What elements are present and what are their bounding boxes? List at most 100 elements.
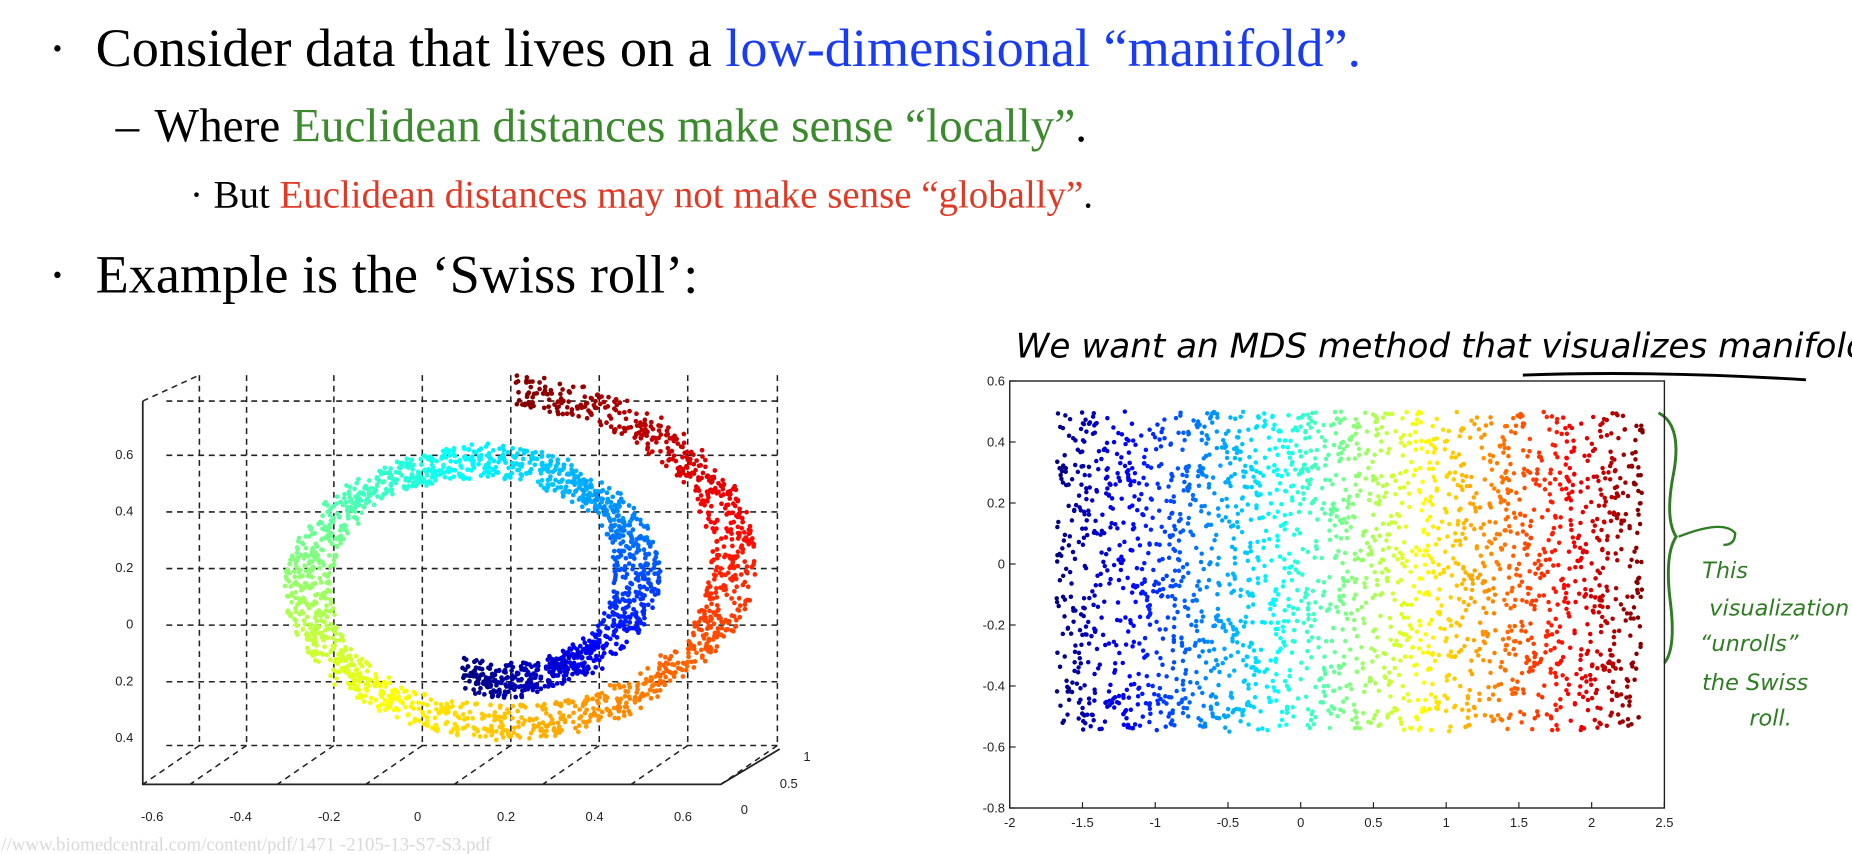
point [744,570,750,576]
point [650,539,656,545]
point [725,570,731,576]
point [633,613,639,619]
point [333,656,339,662]
point [1571,438,1576,443]
point [1111,439,1117,445]
point [328,505,334,511]
point [1430,560,1436,565]
point [684,449,690,455]
point [1459,581,1465,587]
point [680,674,686,679]
point [1505,487,1510,492]
point [1207,452,1212,457]
point [1147,706,1153,712]
point [497,687,502,693]
point [1414,672,1419,677]
point [1090,414,1096,419]
point [1420,650,1426,655]
point [1639,587,1645,592]
point [1135,694,1141,699]
point [1597,583,1602,588]
point [684,454,690,460]
point [704,619,710,625]
point [1078,426,1084,432]
point [686,471,692,477]
point [1334,416,1340,421]
point [1275,620,1281,625]
point [606,485,612,491]
point [1306,601,1311,606]
y-tick-label: -0.6 [983,740,1005,755]
point [1275,533,1280,539]
point [318,580,324,585]
point [312,632,317,637]
point [558,715,564,720]
point [1511,510,1517,516]
point [1063,566,1069,572]
point [1610,653,1615,658]
point [498,719,504,725]
point [1536,450,1542,455]
point [571,660,577,666]
point [289,553,295,559]
point [1426,553,1431,558]
point [1255,576,1260,581]
point [633,610,639,615]
point [652,681,658,687]
point [527,379,532,385]
point [409,483,415,489]
y-tick-label: 0.2 [115,673,133,688]
point [1603,499,1608,504]
point [1475,653,1481,658]
point [708,649,714,655]
point [1490,692,1496,697]
point [1290,705,1296,710]
point [1412,663,1417,668]
point [1553,674,1559,680]
point [328,601,334,606]
point [1076,716,1081,721]
point [557,710,562,716]
point [1275,538,1281,543]
source: //www.biomedcentral.com/content/pdf/1471… [1,834,492,854]
point [1511,553,1516,558]
point [1423,497,1428,502]
point [550,469,556,475]
point [669,662,675,667]
point [1510,585,1515,591]
point [1156,672,1161,678]
point [544,723,550,729]
point [500,443,506,449]
point [1598,487,1603,492]
point [1609,431,1614,436]
point [698,647,704,653]
point [1288,511,1293,517]
point [1083,565,1089,571]
point [1282,643,1288,648]
point [1448,623,1454,628]
point [537,380,542,385]
point [1549,632,1555,637]
point [633,541,639,547]
point [1215,415,1220,420]
point [595,623,601,629]
point [1183,667,1189,673]
point [1521,471,1526,476]
point [631,505,637,511]
point [1170,666,1176,671]
point [1476,427,1482,432]
point [338,540,343,546]
point [566,655,572,661]
point [732,572,738,578]
point [1154,589,1160,595]
point [452,468,458,473]
point [321,637,326,643]
point [346,489,352,495]
point [687,456,693,462]
point [1570,489,1575,494]
point [1558,705,1563,710]
point [506,465,512,471]
point [504,663,509,669]
point [1321,689,1326,694]
point [1209,639,1215,645]
